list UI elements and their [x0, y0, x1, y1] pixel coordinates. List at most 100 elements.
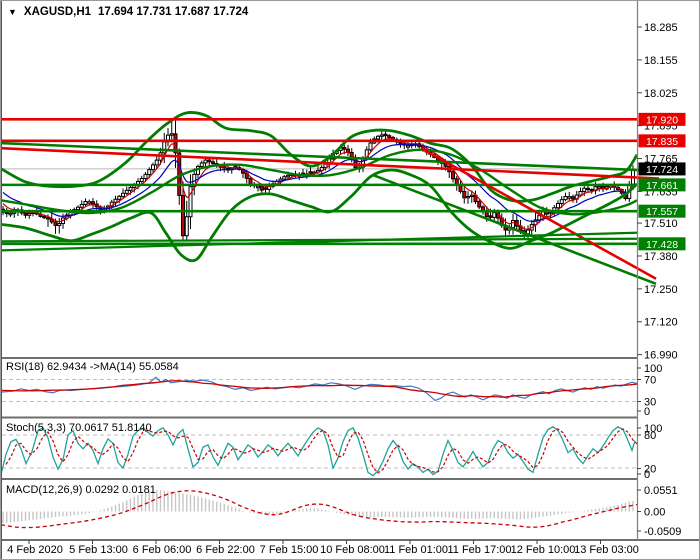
candle-body [567, 196, 572, 199]
price-axis-label: 17.510 [644, 218, 678, 230]
candle-body [492, 212, 497, 218]
candle-body [151, 164, 155, 171]
candle-body [387, 135, 392, 138]
candle-body [323, 163, 328, 168]
candle-body [406, 145, 410, 148]
candle-body [259, 185, 264, 191]
candle-body [376, 135, 380, 140]
price-axis-label: 18.025 [644, 88, 678, 100]
candle-body [181, 194, 185, 237]
candle-body [582, 187, 587, 192]
candle-body [469, 194, 474, 198]
candle-body [188, 186, 193, 218]
candle-body [124, 189, 129, 194]
candle-body [76, 206, 80, 211]
time-axis-label: 4 Feb 2020 [7, 544, 63, 556]
price-axis-label: 17.380 [644, 251, 678, 263]
macd-axis-label: -0.0509 [644, 526, 681, 538]
candle-body [511, 220, 515, 229]
price-badge [638, 134, 686, 148]
chart-collapse-icon[interactable]: ▼ [8, 7, 17, 17]
candle-body [27, 212, 32, 216]
price-badge [638, 204, 686, 218]
trend-line [1, 146, 660, 180]
price-badge-label: 17.835 [646, 136, 678, 148]
candle-body [282, 176, 287, 180]
stoch-axis-label: 80 [644, 430, 656, 442]
candle-body [121, 192, 125, 197]
time-axis-label: 6 Feb 06:00 [133, 544, 192, 556]
trend-line [420, 147, 657, 280]
price-axis-label: 18.285 [644, 22, 678, 34]
trend-line [372, 173, 657, 286]
candle-body [451, 171, 455, 180]
stoch-axis-label: 20 [644, 464, 656, 476]
trend-line [1, 141, 660, 173]
candle-body [147, 169, 152, 175]
price-axis-label: 17.120 [644, 317, 678, 329]
candle-body [477, 201, 482, 208]
candle-body [308, 171, 313, 174]
price-badge-label: 17.920 [646, 114, 678, 126]
rsi-axis-label: 100 [644, 363, 662, 375]
candle-body [46, 217, 50, 220]
price-badge-label: 17.661 [646, 180, 678, 192]
time-axis-label: 7 Feb 15:00 [260, 544, 319, 556]
candle-body [537, 215, 542, 221]
candle-body [57, 223, 62, 226]
candle-body [53, 221, 58, 226]
time-axis-label: 13 Feb 03:00 [574, 544, 639, 556]
candle-body [342, 147, 347, 150]
symbol-timeframe-label: XAGUSD,H1 [23, 6, 92, 18]
candle-body [87, 201, 92, 204]
candle-body [211, 161, 215, 165]
time-axis-label: 6 Feb 22:00 [196, 544, 255, 556]
candle-body [128, 186, 133, 191]
price-axis-label: 18.155 [644, 55, 678, 67]
rsi-indicator-label: RSI(18) 62.9434 ->MA(14) 55.0584 [6, 361, 179, 373]
rsi-axis-label: 0 [644, 406, 650, 418]
candle-body [42, 215, 47, 219]
time-axis-label: 10 Feb 08:00 [320, 544, 385, 556]
candle-body [589, 189, 594, 192]
time-axis-label: 11 Feb 01:00 [384, 544, 448, 556]
candle-body [571, 196, 575, 200]
price-axis-label: 17.250 [644, 284, 678, 296]
candle-body [263, 187, 268, 190]
candle-body [368, 142, 373, 151]
candle-body [563, 196, 568, 201]
candle-body [139, 178, 144, 182]
candle-body [559, 199, 564, 204]
candle-body [597, 186, 602, 189]
candle-body [169, 133, 174, 136]
candle-body [91, 201, 95, 205]
macd-axis-label: 0.0551 [644, 485, 678, 497]
chart-title-bar: ▼ XAGUSD,H1 17.694 17.731 17.687 17.724 [8, 6, 248, 18]
candle-body [184, 216, 189, 237]
ohlc-values-label: 17.694 17.731 17.687 17.724 [98, 6, 249, 18]
candle-body [207, 159, 212, 163]
candle-body [586, 187, 590, 191]
candle-body [383, 133, 388, 137]
stoch-k-line [2, 426, 636, 477]
candle-body [199, 162, 204, 167]
rsi-axis-label: 70 [644, 375, 656, 387]
macd-signal-line [2, 490, 637, 529]
rsi-axis-label: 30 [644, 397, 656, 409]
stoch-indicator-label: Stoch(5,3,3) 70.0617 51.8140 [6, 422, 152, 434]
candle-body [113, 198, 118, 203]
candle-body [286, 174, 290, 178]
price-badge [638, 237, 686, 251]
candle-body [79, 203, 84, 208]
stoch-d-line [5, 428, 637, 474]
candle-body [154, 159, 159, 166]
price-badge [638, 162, 686, 176]
candle-body [8, 212, 13, 216]
price-axis-label: 16.990 [644, 350, 678, 362]
candle-body [462, 190, 467, 199]
macd-axis-label: 0.00 [644, 507, 665, 519]
candle-body [23, 212, 28, 216]
